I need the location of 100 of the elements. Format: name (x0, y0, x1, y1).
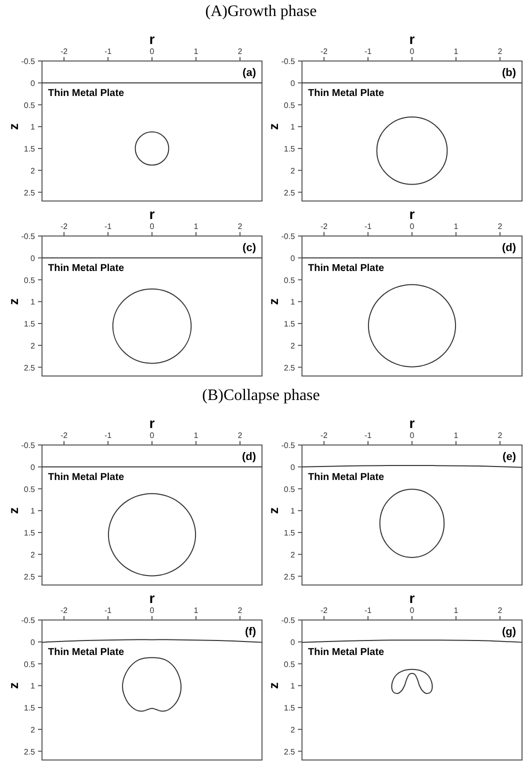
x-axis-title: r (149, 206, 156, 222)
annotation: (a) (242, 67, 256, 79)
y-tick-label: 1.5 (24, 528, 36, 538)
x-tick-label: 2 (238, 47, 243, 56)
y-tick-label: 0.5 (24, 100, 36, 110)
annotation: Thin Metal Plate (308, 262, 385, 274)
y-tick-label: 1.5 (24, 704, 36, 712)
x-tick-label: 0 (150, 606, 155, 615)
y-tick-label: 1.5 (284, 704, 296, 712)
y-tick-label: 0.5 (24, 276, 36, 285)
x-tick-label: 1 (454, 606, 459, 615)
x-tick-label: 0 (150, 47, 155, 56)
x-tick-label: 2 (498, 222, 503, 231)
chart-title: (B)Collapse phase (202, 387, 320, 404)
x-axis-title: r (409, 206, 416, 222)
y-axis-title: z (266, 506, 281, 514)
y-tick-label: 1.5 (24, 144, 36, 154)
annotation: (e) (502, 451, 516, 463)
x-tick-label: -2 (60, 606, 68, 615)
y-tick-label: 2 (30, 550, 36, 560)
x-tick-label: 2 (238, 222, 243, 231)
annotation: (g) (502, 626, 516, 638)
y-tick-label: 0 (290, 462, 296, 472)
y-tick-label: 2 (30, 166, 36, 176)
x-tick-label: -1 (104, 606, 112, 615)
annotation: (d) (502, 242, 516, 254)
x-axis-title: r (149, 31, 156, 47)
y-tick-label: 2.5 (24, 363, 36, 372)
y-tick-label: 2.5 (284, 363, 296, 372)
x-tick-label: 0 (410, 606, 415, 615)
y-tick-label: 2.5 (284, 572, 296, 582)
annotation: (d) (242, 451, 256, 463)
x-tick-label: 0 (150, 431, 155, 440)
x-tick-label: 0 (410, 47, 415, 56)
y-tick-label: 1 (290, 506, 296, 516)
annotation: (c) (242, 242, 256, 254)
y-axis-title: z (6, 298, 21, 305)
y-tick-label: -0.5 (21, 57, 36, 66)
y-tick-label: 2.5 (24, 188, 36, 198)
y-tick-label: 1.5 (284, 528, 296, 538)
y-tick-label: -0.5 (281, 616, 296, 625)
y-tick-label: 0.5 (24, 484, 36, 494)
y-tick-label: 1 (290, 298, 296, 307)
x-tick-label: 2 (498, 431, 503, 440)
y-tick-label: 1 (290, 682, 296, 691)
y-tick-label: 0 (30, 462, 36, 472)
y-tick-label: 2 (30, 341, 36, 350)
annotation: Thin Metal Plate (308, 646, 385, 658)
x-tick-label: -1 (364, 606, 372, 615)
y-tick-label: 0 (290, 638, 296, 647)
x-tick-label: 0 (410, 431, 415, 440)
x-axis-title: r (409, 590, 416, 606)
x-tick-label: -1 (104, 431, 112, 440)
y-tick-label: -0.5 (281, 232, 296, 241)
x-tick-label: -2 (320, 431, 328, 440)
x-tick-label: -2 (320, 222, 328, 231)
x-axis-title: r (409, 415, 416, 431)
annotation: Thin Metal Plate (48, 262, 125, 274)
y-tick-label: 2 (290, 341, 296, 350)
x-tick-label: 1 (194, 47, 199, 56)
y-tick-label: 0.5 (284, 660, 296, 669)
y-tick-label: 0.5 (284, 276, 296, 285)
x-tick-label: -2 (320, 47, 328, 56)
x-tick-label: 1 (454, 222, 459, 231)
y-axis-title: z (6, 122, 21, 130)
x-tick-label: -1 (364, 431, 372, 440)
x-tick-label: 1 (194, 222, 199, 231)
y-tick-label: 0 (290, 78, 296, 88)
y-tick-label: 1.5 (24, 320, 36, 328)
x-axis-title: r (409, 31, 416, 47)
x-tick-label: 0 (150, 222, 155, 231)
y-tick-label: 2 (290, 725, 296, 734)
y-tick-label: 2 (290, 550, 296, 560)
y-tick-label: 0 (30, 78, 36, 88)
y-tick-label: 1 (30, 682, 36, 691)
y-tick-label: 2.5 (284, 747, 296, 756)
y-tick-label: 0 (290, 254, 296, 263)
x-tick-label: 2 (238, 606, 243, 615)
x-axis-title: r (149, 415, 156, 431)
y-axis-title: z (6, 682, 21, 689)
y-tick-label: -0.5 (281, 57, 296, 66)
y-tick-label: 1 (30, 298, 36, 307)
annotation: (f) (245, 626, 256, 638)
x-tick-label: -2 (60, 222, 68, 231)
y-tick-label: 1.5 (284, 320, 296, 328)
x-tick-label: -2 (60, 431, 68, 440)
annotation: Thin Metal Plate (48, 472, 125, 483)
chart-title: (A)Growth phase (205, 3, 317, 20)
y-tick-label: -0.5 (21, 232, 36, 241)
annotation: Thin Metal Plate (48, 646, 125, 658)
y-tick-label: 0 (30, 254, 36, 263)
y-axis-title: z (6, 506, 21, 514)
y-tick-label: -0.5 (21, 616, 36, 625)
x-tick-label: 1 (194, 431, 199, 440)
x-tick-label: -1 (104, 222, 112, 231)
y-tick-label: 0.5 (24, 660, 36, 669)
x-tick-label: -2 (60, 47, 68, 56)
x-tick-label: -1 (104, 47, 112, 56)
y-tick-label: 2 (30, 725, 36, 734)
y-tick-label: 2.5 (284, 188, 296, 198)
